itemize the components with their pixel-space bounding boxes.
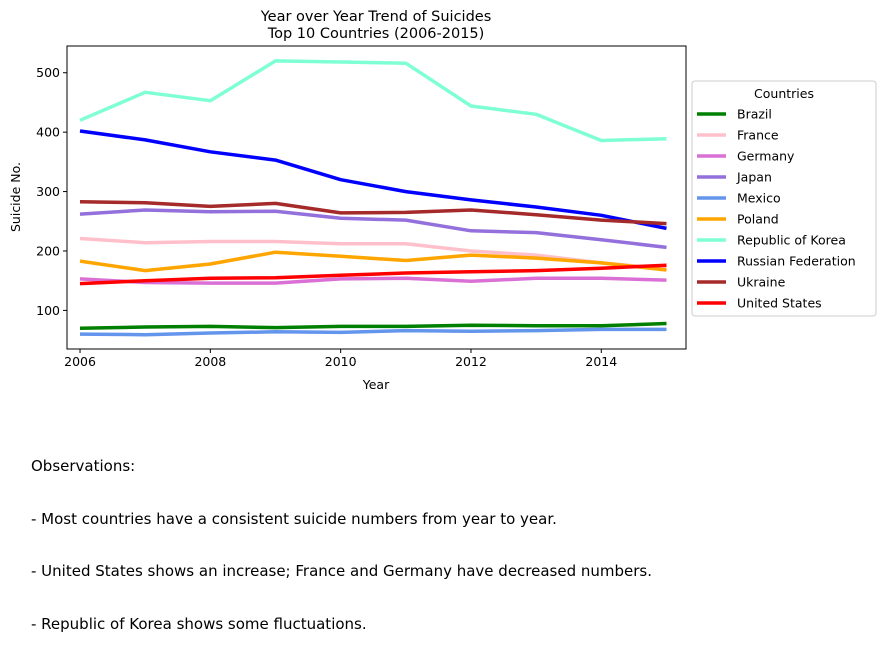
observations-heading: Observations: bbox=[31, 457, 136, 475]
series-line-ukraine bbox=[79, 199, 667, 226]
y-tick-label: 200 bbox=[36, 243, 60, 258]
observation-line: - United States shows an increase; Franc… bbox=[31, 562, 653, 580]
series-line-poland bbox=[79, 250, 667, 273]
legend-item: Mexico bbox=[697, 191, 781, 206]
legend-item: Ukraine bbox=[697, 275, 786, 290]
legend-label: United States bbox=[737, 296, 822, 311]
series-line-japan bbox=[79, 208, 667, 250]
series-line-republic-of-korea bbox=[79, 59, 667, 143]
y-tick-label: 300 bbox=[36, 184, 60, 199]
series-line-mexico bbox=[79, 327, 667, 337]
observation-line: - Republic of Korea shows some fluctuati… bbox=[31, 614, 367, 633]
legend-label: Mexico bbox=[737, 191, 781, 206]
y-tick-label: 500 bbox=[36, 65, 60, 80]
y-axis-label: Suicide No. bbox=[8, 162, 23, 232]
legend-item: Poland bbox=[697, 212, 779, 227]
legend-item: Brazil bbox=[697, 107, 772, 122]
plot-frame bbox=[66, 45, 687, 350]
x-tick-label: 2014 bbox=[585, 354, 617, 369]
legend-item: Germany bbox=[697, 149, 795, 164]
legend-label: France bbox=[737, 128, 779, 143]
line-chart: Year over Year Trend of Suicides Top 10 … bbox=[8, 9, 877, 392]
legend-item: Russian Federation bbox=[697, 254, 856, 269]
legend-item: Republic of Korea bbox=[697, 233, 846, 248]
series-line-germany bbox=[79, 276, 667, 285]
legend-items: Brazil France Germany Japan Mexico Poland Repu… bbox=[697, 107, 856, 311]
legend-item: France bbox=[697, 128, 779, 143]
legend: Countries Brazil France Germany Japan Mexico… bbox=[691, 80, 877, 317]
legend-label: Ukraine bbox=[737, 275, 786, 290]
x-tick-label: 2006 bbox=[64, 354, 96, 369]
legend-label: Russian Federation bbox=[737, 254, 856, 269]
chart-title: Year over Year Trend of Suicides bbox=[260, 9, 492, 25]
y-tick-label: 100 bbox=[36, 303, 60, 318]
observation-line: - Most countries have a consistent suici… bbox=[31, 509, 557, 528]
legend-label: Brazil bbox=[737, 107, 772, 122]
series-line-united-states bbox=[79, 263, 667, 286]
legend-box bbox=[691, 80, 877, 317]
x-axis-label: Year bbox=[362, 377, 390, 392]
observations: Observations: - Most countries have a co… bbox=[31, 423, 652, 651]
legend-item: Japan bbox=[697, 170, 772, 185]
legend-label: Japan bbox=[736, 170, 772, 185]
y-tick-label: 400 bbox=[36, 125, 60, 140]
legend-item: United States bbox=[697, 296, 822, 311]
legend-label: Germany bbox=[737, 149, 795, 164]
series-line-france bbox=[79, 236, 667, 271]
x-tick-label: 2010 bbox=[325, 354, 357, 369]
series-line-russian-federation bbox=[79, 129, 667, 231]
legend-label: Poland bbox=[737, 212, 779, 227]
x-tick-label: 2012 bbox=[455, 354, 487, 369]
legend-title: Countries bbox=[754, 86, 814, 101]
plot-area: 2006 2008 2010 2012 2014 100 200 300 400 500 bbox=[36, 45, 687, 369]
chart-subtitle: Top 10 Countries (2006-2015) bbox=[267, 26, 485, 42]
series-line-brazil bbox=[79, 321, 667, 330]
legend-label: Republic of Korea bbox=[737, 233, 846, 248]
x-tick-label: 2008 bbox=[194, 354, 226, 369]
